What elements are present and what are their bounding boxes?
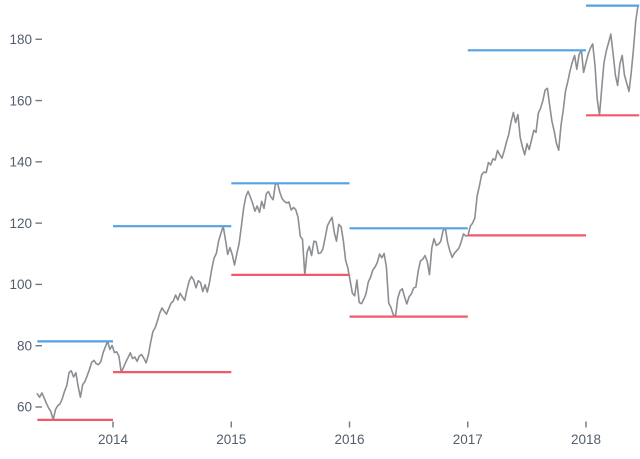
- x-axis-tick-label: 2017: [453, 432, 483, 447]
- x-axis-tick-label: 2014: [98, 432, 129, 447]
- y-axis-tick-label: 80: [17, 338, 32, 353]
- x-axis-tick-label: 2015: [216, 432, 246, 447]
- yearly-rules: [37, 4, 640, 421]
- y-axis-tick-label: 120: [9, 216, 32, 231]
- y-axis-tick-label: 160: [9, 93, 32, 108]
- y-axis-tick-label: 60: [17, 400, 32, 415]
- y-axis-tick-label: 140: [9, 155, 32, 170]
- price-line: [36, 4, 639, 421]
- x-axis: 2014 2015 2016 2017 2018: [98, 421, 601, 447]
- y-axis: 60 80 100 120 140 160 180: [9, 32, 42, 415]
- y-axis-tick-label: 180: [9, 32, 32, 47]
- y-axis-tick-label: 100: [9, 277, 32, 292]
- x-axis-tick-label: 2018: [571, 432, 601, 447]
- x-axis-tick-label: 2016: [334, 432, 364, 447]
- price-series: [36, 4, 639, 421]
